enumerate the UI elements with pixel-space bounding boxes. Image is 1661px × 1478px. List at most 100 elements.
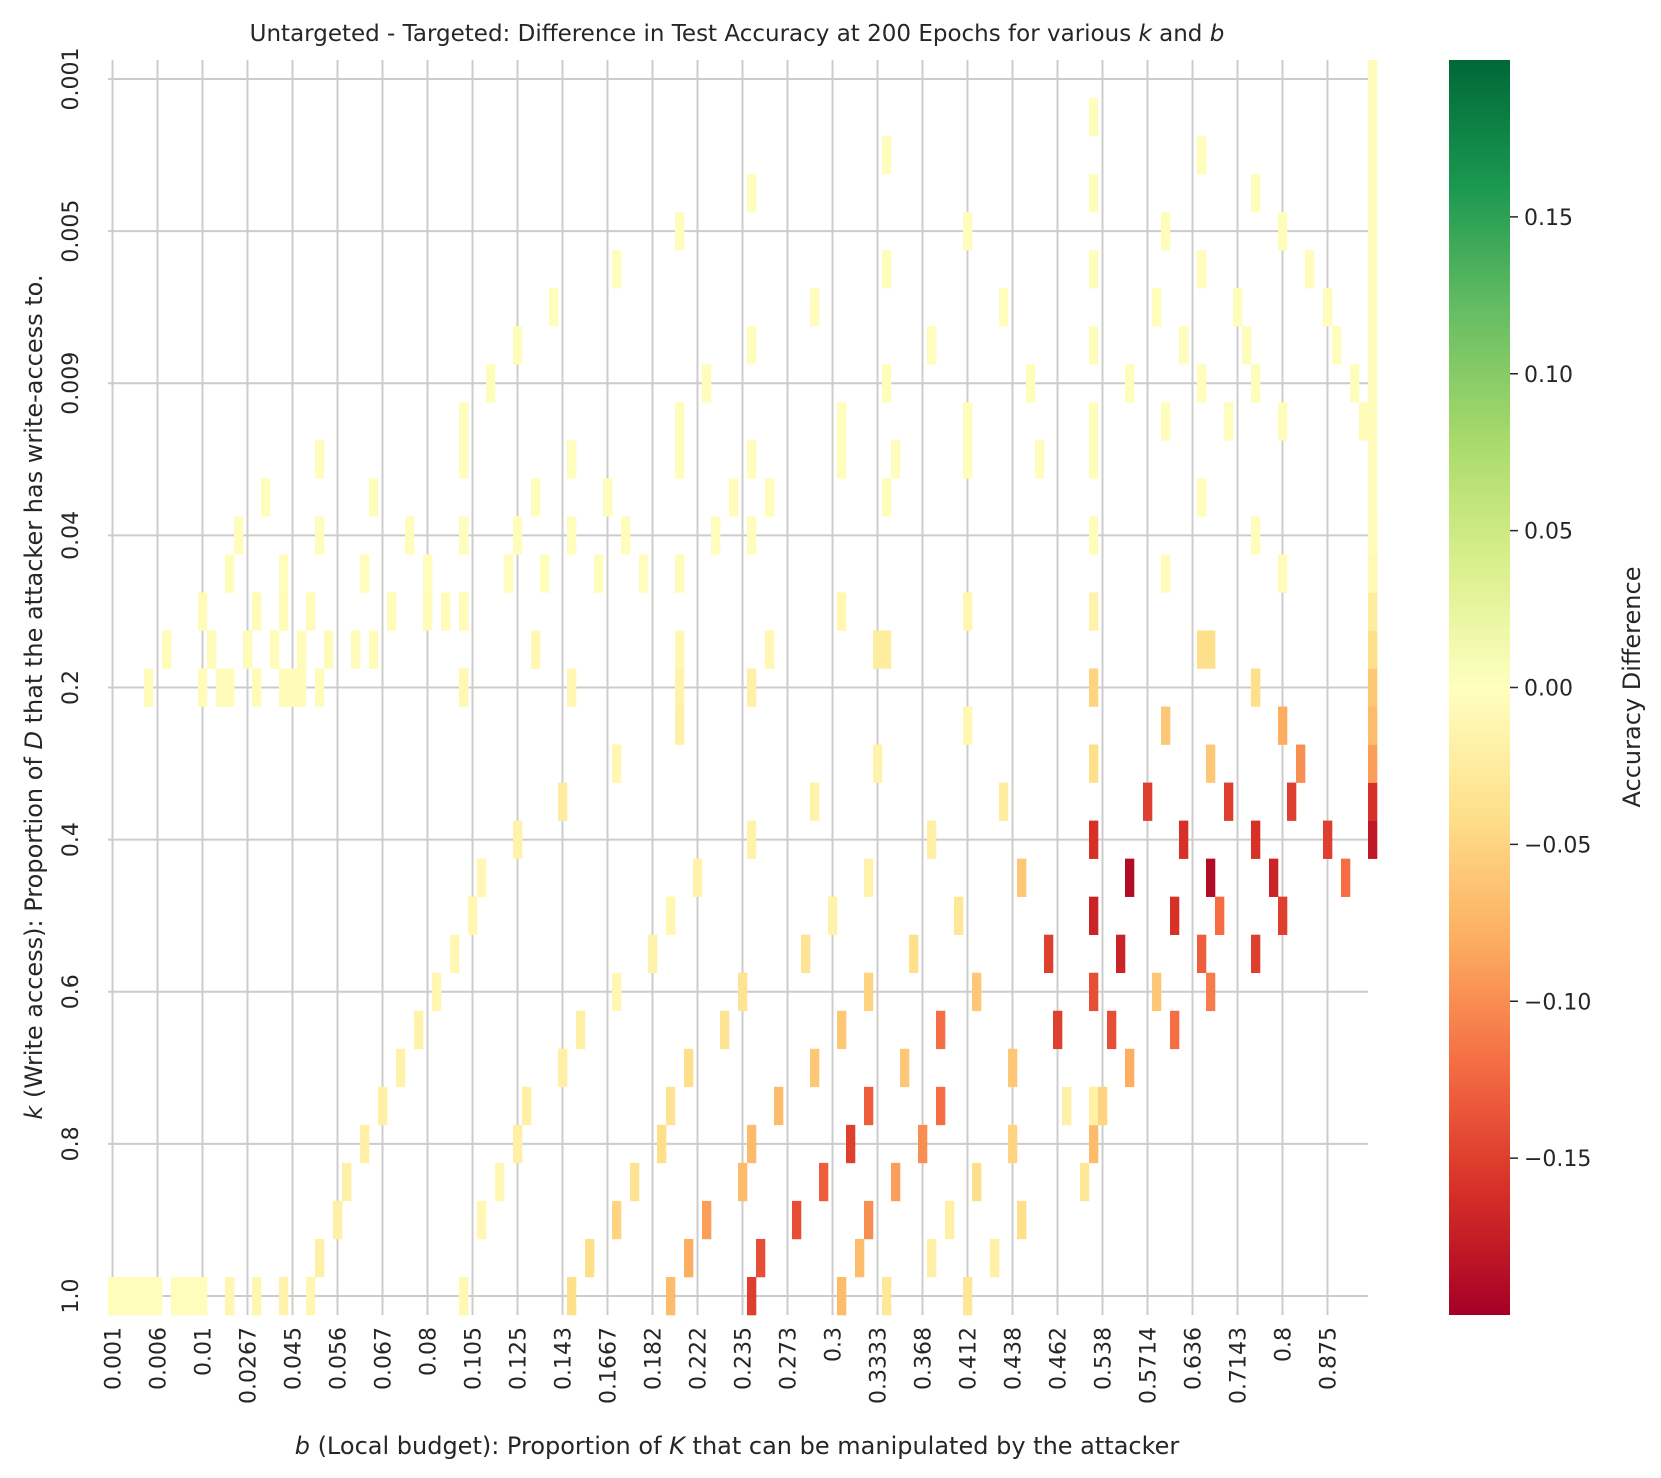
heatmap-cell: [369, 630, 379, 669]
heatmap-cell: [1017, 858, 1027, 897]
heatmap-cell: [1242, 326, 1252, 365]
heatmap-cell: [765, 630, 775, 669]
heatmap-cell: [1206, 858, 1216, 897]
heatmap-cell: [864, 972, 874, 1012]
heatmap-cell: [1161, 706, 1171, 745]
heatmap-cell: [1143, 782, 1153, 821]
x-tick-label: 0.1667: [597, 1327, 622, 1404]
heatmap-cell: [1368, 250, 1378, 289]
x-tick-label: 0.222: [687, 1327, 712, 1390]
heatmap-cell: [792, 1200, 802, 1240]
heatmap-cell: [603, 478, 613, 517]
heatmap-cell: [540, 554, 550, 593]
heatmap-cell: [1368, 364, 1378, 403]
heatmap-cell: [1152, 288, 1162, 327]
heatmap-cell: [1368, 98, 1378, 137]
heatmap-cell: [936, 1010, 946, 1050]
heatmap-cell: [459, 668, 469, 707]
heatmap-cell: [153, 1276, 163, 1316]
heatmap-cell: [1125, 1048, 1135, 1088]
heatmap-cell: [675, 554, 685, 593]
heatmap-cell: [1089, 972, 1099, 1012]
heatmap-cell: [126, 1276, 136, 1316]
heatmap-cell: [972, 1162, 982, 1202]
heatmap-cell: [882, 630, 892, 669]
chart-title: Untargeted - Targeted: Difference in Tes…: [250, 21, 1225, 47]
heatmap-cell: [558, 1048, 568, 1088]
heatmap-cell: [1251, 516, 1261, 555]
y-tick-label: 0.2: [59, 670, 84, 705]
heatmap-cell: [1278, 706, 1288, 745]
heatmap-cell: [1341, 858, 1351, 897]
heatmap-cell: [864, 1086, 874, 1126]
heatmap-cell: [675, 212, 685, 251]
heatmap-cell: [1197, 934, 1207, 974]
heatmap-cell: [1170, 1010, 1180, 1050]
heatmap-cell: [225, 554, 235, 593]
heatmap-cell: [1089, 516, 1099, 555]
heatmap-cell: [1251, 668, 1261, 707]
heatmap-cell: [198, 668, 208, 707]
heatmap-cell: [1278, 896, 1288, 935]
heatmap-cell: [1296, 744, 1306, 783]
heatmap-cell: [1089, 250, 1099, 289]
heatmap-cell: [1107, 1010, 1117, 1050]
heatmap-cell: [567, 668, 577, 707]
heatmap-cell: [963, 1276, 973, 1316]
heatmap-cell: [657, 1124, 667, 1164]
heatmap-cell: [1008, 1124, 1018, 1164]
heatmap-cell: [225, 1276, 235, 1316]
y-axis-ticks: 0.001 0.005 0.009 0.04 0.2 0.4 0.6 0.8 1.0: [59, 48, 84, 1314]
heatmap-cell: [666, 1276, 676, 1316]
heatmap-cell: [828, 896, 838, 935]
heatmap-cell: [1323, 820, 1333, 859]
heatmap-cell: [423, 554, 433, 593]
heatmap-cell: [738, 972, 748, 1012]
heatmap-cell: [1368, 554, 1378, 593]
heatmap-cell: [810, 288, 820, 327]
x-tick-label: 0.368: [912, 1327, 937, 1390]
heatmap-cell: [675, 630, 685, 669]
heatmap-cell: [882, 136, 892, 175]
heatmap-cell: [837, 1276, 847, 1316]
heatmap-cell: [1080, 1162, 1090, 1202]
x-tick-label: 0.273: [777, 1327, 802, 1390]
heatmap-cell: [882, 1276, 892, 1316]
heatmap-cell: [729, 478, 739, 517]
heatmap-cell: [1089, 896, 1099, 935]
heatmap-cell: [1368, 478, 1378, 517]
heatmap-cell: [252, 1276, 262, 1316]
x-axis-label: b (Local budget): Proportion of K that c…: [295, 1432, 1180, 1460]
heatmap-cell: [639, 554, 649, 593]
heatmap-cell: [1161, 554, 1171, 593]
heatmap-cell: [1305, 250, 1315, 289]
heatmap-cell: [1152, 972, 1162, 1012]
heatmap-cell: [1170, 896, 1180, 935]
heatmap-cell: [549, 288, 559, 327]
y-tick-label: 0.005: [59, 200, 84, 263]
heatmap-cell: [117, 1276, 127, 1316]
x-tick-label: 0.125: [507, 1327, 532, 1390]
heatmap-cells: [108, 60, 1378, 1316]
heatmap-cell: [1368, 820, 1378, 859]
heatmap-cell: [972, 972, 982, 1012]
heatmap-cell: [684, 1048, 694, 1088]
x-tick-label: 0.006: [147, 1327, 172, 1390]
heatmap-cell: [279, 554, 289, 593]
heatmap-cell: [1368, 326, 1378, 365]
heatmap-cell: [675, 706, 685, 745]
heatmap-cell: [513, 820, 523, 859]
y-tick-label: 0.8: [59, 1126, 84, 1161]
heatmap-cell: [207, 630, 217, 669]
heatmap-cell: [693, 858, 703, 897]
x-tick-label: 0.0267: [237, 1327, 262, 1404]
x-tick-label: 0.412: [957, 1327, 982, 1390]
heatmap-cell: [756, 1238, 766, 1278]
heatmap-cell: [252, 668, 262, 707]
heatmap-cell: [234, 516, 244, 555]
heatmap-cell: [1368, 402, 1378, 441]
heatmap-cell: [360, 554, 370, 593]
heatmap-cell: [963, 440, 973, 479]
heatmap-cell: [1089, 1124, 1099, 1164]
y-tick-label: 1.0: [59, 1278, 84, 1313]
